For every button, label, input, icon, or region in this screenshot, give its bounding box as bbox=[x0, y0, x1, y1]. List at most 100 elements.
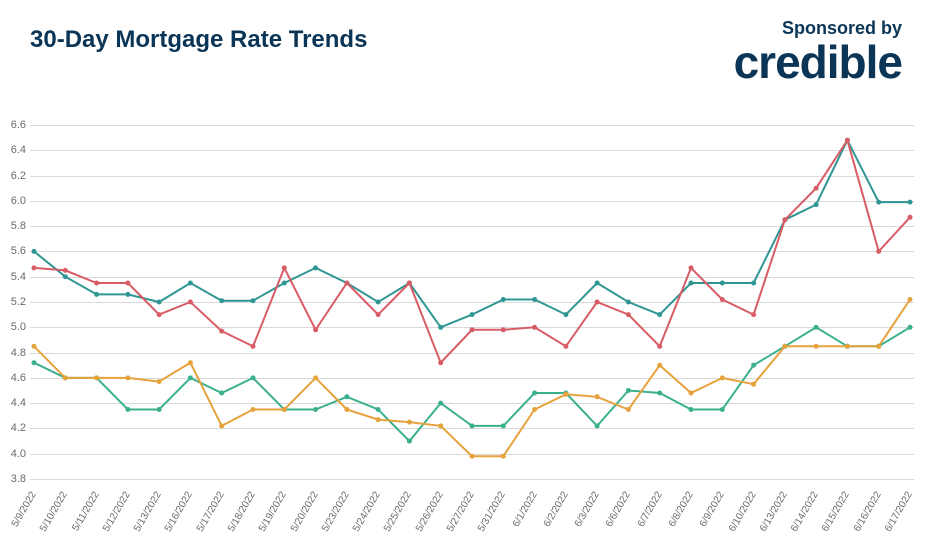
data-point bbox=[251, 375, 256, 380]
data-point bbox=[376, 417, 381, 422]
x-tick-label: 5/19/2022 bbox=[257, 490, 289, 534]
data-point bbox=[751, 312, 756, 317]
y-tick-label: 6.2 bbox=[4, 170, 26, 182]
x-tick-label: 5/9/2022 bbox=[10, 490, 39, 529]
y-tick-label: 5.8 bbox=[4, 220, 26, 232]
data-point bbox=[94, 375, 99, 380]
data-point bbox=[595, 423, 600, 428]
data-point bbox=[376, 300, 381, 305]
data-point bbox=[219, 423, 224, 428]
data-point bbox=[344, 407, 349, 412]
y-tick-label: 5.4 bbox=[4, 271, 26, 283]
x-tick-label: 6/7/2022 bbox=[635, 490, 664, 529]
data-point bbox=[876, 344, 881, 349]
data-point bbox=[376, 312, 381, 317]
x-tick-label: 5/23/2022 bbox=[320, 490, 352, 534]
data-point bbox=[532, 391, 537, 396]
data-point bbox=[563, 312, 568, 317]
x-tick-label: 5/20/2022 bbox=[289, 490, 321, 534]
data-point bbox=[282, 281, 287, 286]
data-point bbox=[313, 407, 318, 412]
grid-line bbox=[30, 479, 914, 480]
data-point bbox=[751, 382, 756, 387]
data-point bbox=[94, 281, 99, 286]
y-tick-label: 5.0 bbox=[4, 321, 26, 333]
data-point bbox=[63, 268, 68, 273]
data-point bbox=[751, 281, 756, 286]
data-point bbox=[689, 391, 694, 396]
x-tick-label: 5/25/2022 bbox=[382, 490, 414, 534]
data-point bbox=[814, 344, 819, 349]
data-point bbox=[814, 186, 819, 191]
data-point bbox=[157, 379, 162, 384]
data-point bbox=[470, 454, 475, 459]
data-point bbox=[313, 265, 318, 270]
data-point bbox=[438, 401, 443, 406]
x-tick-label: 6/15/2022 bbox=[820, 490, 852, 534]
x-tick-label: 6/16/2022 bbox=[852, 490, 884, 534]
data-point bbox=[782, 217, 787, 222]
x-tick-label: 5/12/2022 bbox=[101, 490, 133, 534]
data-point bbox=[125, 375, 130, 380]
data-point bbox=[876, 249, 881, 254]
data-point bbox=[845, 138, 850, 143]
y-tick-label: 4.6 bbox=[4, 372, 26, 384]
data-point bbox=[657, 312, 662, 317]
y-tick-label: 4.0 bbox=[4, 448, 26, 460]
data-point bbox=[407, 281, 412, 286]
data-point bbox=[908, 200, 913, 205]
x-tick-label: 6/6/2022 bbox=[604, 490, 633, 529]
data-point bbox=[532, 325, 537, 330]
data-point bbox=[157, 300, 162, 305]
sponsor-brand: credible bbox=[734, 39, 902, 85]
data-point bbox=[845, 344, 850, 349]
x-tick-label: 6/2/2022 bbox=[542, 490, 571, 529]
data-point bbox=[626, 407, 631, 412]
data-point bbox=[908, 215, 913, 220]
data-point bbox=[438, 325, 443, 330]
x-tick-label: 5/16/2022 bbox=[163, 490, 195, 534]
x-tick-label: 5/31/2022 bbox=[476, 490, 508, 534]
data-point bbox=[188, 281, 193, 286]
x-tick-label: 6/3/2022 bbox=[573, 490, 602, 529]
data-point bbox=[125, 407, 130, 412]
x-tick-label: 5/27/2022 bbox=[445, 490, 477, 534]
data-point bbox=[438, 360, 443, 365]
data-point bbox=[63, 274, 68, 279]
data-point bbox=[595, 394, 600, 399]
data-point bbox=[188, 375, 193, 380]
data-point bbox=[282, 265, 287, 270]
y-tick-label: 6.4 bbox=[4, 144, 26, 156]
data-point bbox=[157, 407, 162, 412]
data-point bbox=[876, 200, 881, 205]
data-point bbox=[407, 420, 412, 425]
data-point bbox=[908, 297, 913, 302]
data-point bbox=[438, 423, 443, 428]
data-point bbox=[657, 344, 662, 349]
data-point bbox=[32, 360, 37, 365]
data-point bbox=[532, 297, 537, 302]
x-tick-label: 5/17/2022 bbox=[195, 490, 227, 534]
y-tick-label: 4.2 bbox=[4, 422, 26, 434]
data-point bbox=[32, 344, 37, 349]
data-point bbox=[657, 363, 662, 368]
data-point bbox=[657, 391, 662, 396]
data-point bbox=[313, 375, 318, 380]
x-tick-label: 6/13/2022 bbox=[758, 490, 790, 534]
data-point bbox=[251, 407, 256, 412]
data-point bbox=[251, 298, 256, 303]
data-point bbox=[125, 292, 130, 297]
x-tick-label: 5/11/2022 bbox=[70, 490, 101, 533]
y-tick-label: 5.6 bbox=[4, 245, 26, 257]
sponsor-block: Sponsored by credible bbox=[734, 18, 902, 85]
series-line bbox=[34, 140, 910, 327]
data-point bbox=[563, 344, 568, 349]
data-point bbox=[344, 281, 349, 286]
data-point bbox=[344, 394, 349, 399]
data-point bbox=[720, 375, 725, 380]
data-point bbox=[563, 392, 568, 397]
data-point bbox=[219, 391, 224, 396]
data-point bbox=[470, 423, 475, 428]
data-point bbox=[501, 423, 506, 428]
x-tick-label: 5/10/2022 bbox=[38, 490, 70, 534]
